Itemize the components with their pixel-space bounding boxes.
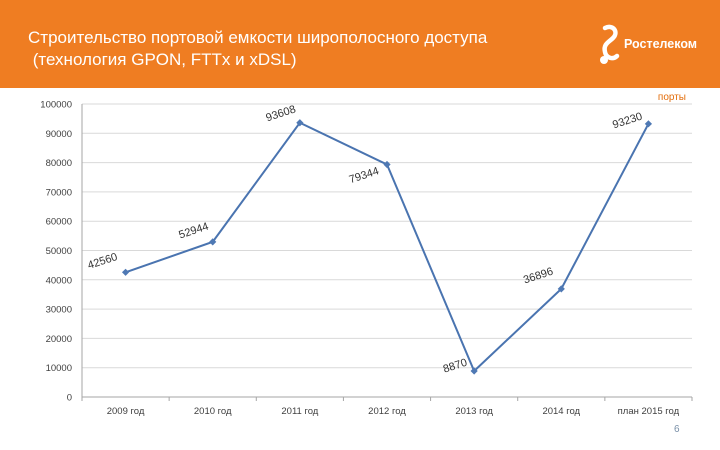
rostelecom-logo: Ростелеком: [597, 22, 707, 68]
data-point: [296, 119, 304, 127]
data-point: [121, 268, 130, 276]
line-chart: 0 10000 20000 30000 40000 50000 60000 70000 8000…: [40, 92, 693, 417]
title-line-1: Строительство портовой емкости широполос…: [28, 28, 488, 47]
data-point: [209, 238, 217, 246]
header-bar: Строительство портовой емкости широполос…: [0, 0, 720, 88]
x-tick-label: 2014 год: [542, 406, 580, 417]
logo-text: Ростелеком: [624, 37, 698, 51]
y-tick-label: 30000: [46, 305, 72, 316]
x-tick-label: 2009 год: [107, 406, 145, 417]
grid: [82, 103, 692, 369]
x-tick-label: 2013 год: [455, 406, 493, 417]
series-ports: [121, 119, 653, 375]
page-number: 6: [674, 424, 680, 435]
data-label: 93230: [611, 111, 644, 132]
slide-title: Строительство портовой емкости широполос…: [28, 27, 487, 71]
y-tick-label: 90000: [46, 129, 72, 140]
y-tick-label: 0: [67, 393, 72, 404]
x-tick-label: 2012 год: [368, 406, 406, 417]
y-tick-label: 50000: [46, 246, 72, 257]
y-tick-label: 100000: [40, 100, 72, 111]
data-point: [644, 120, 653, 128]
data-point: [557, 285, 565, 293]
y-tick-label: 60000: [46, 217, 72, 228]
title-line-2: (технология GPON, FTTx и xDSL): [28, 50, 297, 69]
y-tick-label: 80000: [46, 158, 72, 169]
data-label: 36896: [522, 266, 555, 287]
data-point: [383, 160, 391, 169]
data-label: 79344: [348, 165, 381, 186]
data-label: 93608: [265, 103, 298, 124]
legend-label: порты: [658, 92, 686, 103]
data-label: 42560: [86, 251, 119, 272]
data-label: 52944: [177, 221, 210, 242]
y-tick-label: 10000: [46, 363, 72, 374]
y-tick-label: 20000: [46, 334, 72, 345]
x-tick-label: 2010 год: [194, 406, 232, 417]
y-tick-label: 40000: [46, 275, 72, 286]
x-tick-label: 2011 год: [281, 406, 318, 417]
data-label: 8870: [442, 357, 469, 376]
data-point: [470, 367, 478, 375]
y-tick-label: 70000: [46, 187, 72, 198]
series-line: [125, 121, 650, 373]
axes: 0 10000 20000 30000 40000 50000 60000 70000 8000…: [40, 100, 693, 417]
x-tick-label: план 2015 год: [618, 406, 680, 417]
data-labels: 42560 52944 93608 79344 8870 36896 93230: [86, 103, 644, 375]
logo-mark-icon: [600, 24, 620, 64]
